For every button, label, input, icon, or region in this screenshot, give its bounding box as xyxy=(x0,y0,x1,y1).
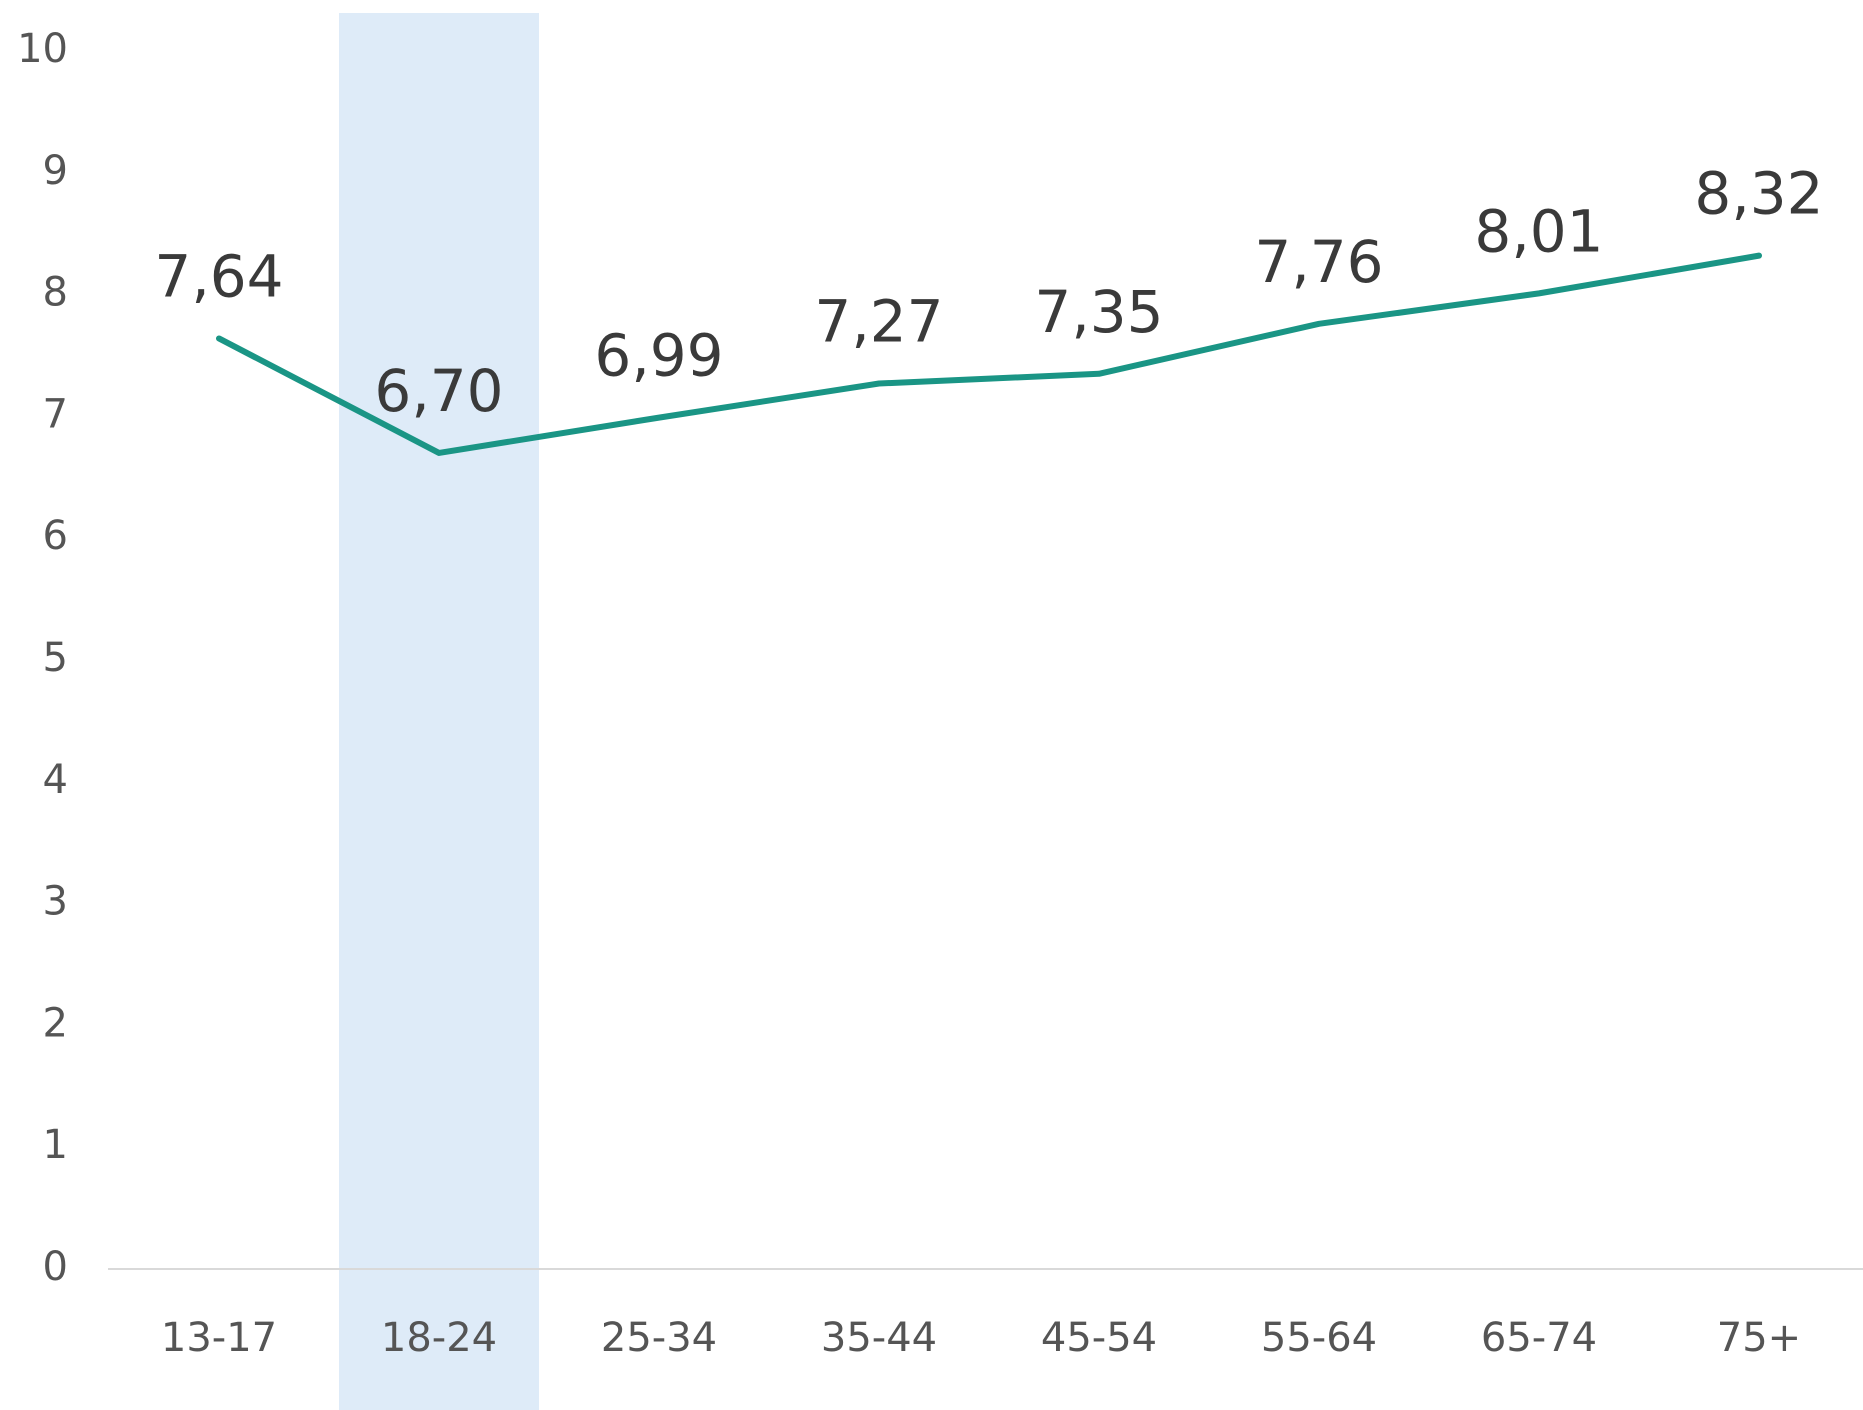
x-tick-label: 75+ xyxy=(1717,1315,1801,1361)
x-tick-label: 25-34 xyxy=(601,1315,717,1361)
data-label: 8,01 xyxy=(1474,197,1603,265)
y-tick-label: 7 xyxy=(43,391,68,437)
x-tick-label: 13-17 xyxy=(161,1315,277,1361)
data-label: 7,27 xyxy=(814,288,943,356)
data-label: 7,35 xyxy=(1034,278,1163,346)
x-tick-label: 18-24 xyxy=(381,1315,497,1361)
y-tick-label: 6 xyxy=(43,513,68,559)
data-label: 7,64 xyxy=(154,243,283,311)
data-label: 7,76 xyxy=(1254,228,1383,296)
y-tick-label: 8 xyxy=(43,270,68,316)
x-tick-label: 55-64 xyxy=(1261,1315,1377,1361)
data-label: 6,99 xyxy=(594,322,723,390)
y-tick-label: 9 xyxy=(43,148,68,194)
y-tick-label: 4 xyxy=(43,757,68,803)
data-label: 6,70 xyxy=(374,357,503,425)
x-tick-label: 35-44 xyxy=(821,1315,937,1361)
y-tick-label: 2 xyxy=(43,1000,68,1046)
y-tick-label: 0 xyxy=(43,1244,68,1290)
x-tick-label: 45-54 xyxy=(1041,1315,1157,1361)
highlight-band xyxy=(339,13,539,1410)
x-tick-label: 65-74 xyxy=(1481,1315,1597,1361)
y-tick-label: 3 xyxy=(43,879,68,925)
data-label: 8,32 xyxy=(1694,160,1823,228)
y-tick-label: 5 xyxy=(43,635,68,681)
y-tick-label: 10 xyxy=(17,26,68,72)
line xyxy=(216,252,1762,456)
y-tick-label: 1 xyxy=(43,1122,68,1168)
